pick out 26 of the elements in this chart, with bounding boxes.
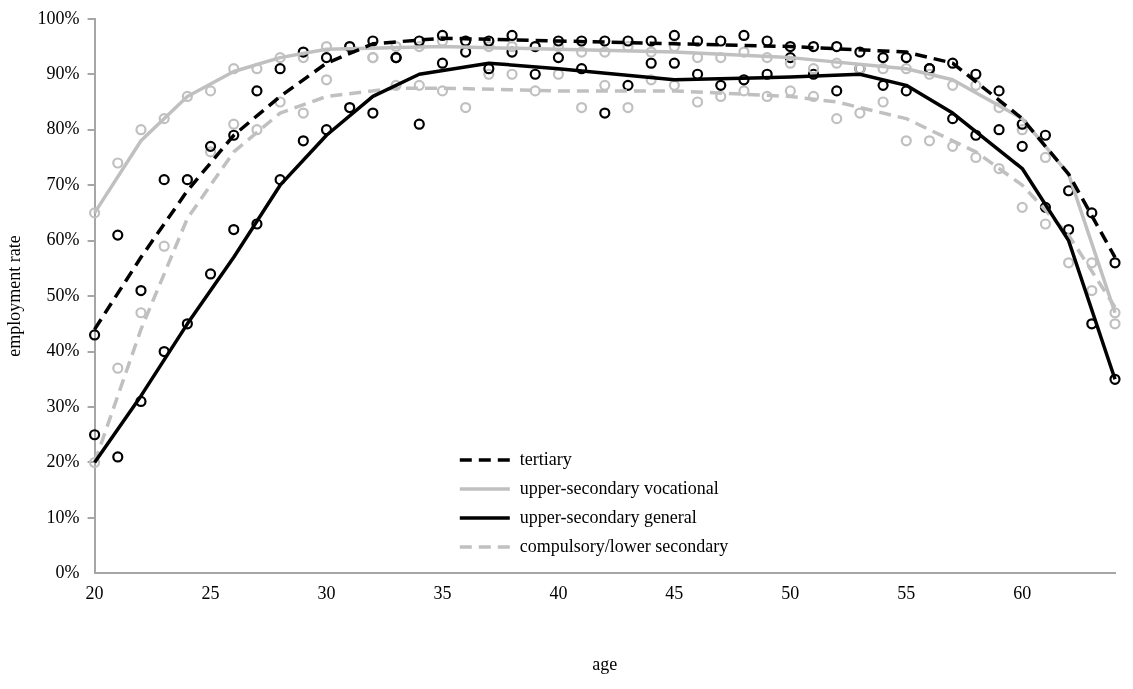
x-tick-label: 40	[549, 583, 568, 604]
y-axis-title: employment rate	[3, 235, 24, 357]
legend-label: compulsory/lower secondary	[519, 535, 729, 556]
legend-label: tertiary	[519, 448, 572, 469]
y-tick-label: 90%	[46, 62, 80, 83]
x-tick-label: 30	[317, 583, 336, 604]
x-tick-label: 25	[201, 583, 220, 604]
legend-label: upper-secondary general	[519, 506, 697, 527]
y-tick-label: 10%	[46, 506, 80, 527]
y-tick-label: 50%	[46, 284, 80, 305]
y-tick-label: 80%	[46, 118, 80, 139]
y-tick-label: 30%	[46, 395, 80, 416]
y-tick-label: 60%	[46, 229, 80, 250]
y-tick-label: 70%	[46, 173, 80, 194]
x-tick-label: 20	[85, 583, 104, 604]
x-axis-title: age	[592, 653, 618, 674]
y-tick-label: 100%	[37, 7, 80, 28]
y-tick-label: 40%	[46, 340, 80, 361]
x-tick-label: 45	[665, 583, 684, 604]
y-tick-label: 20%	[46, 451, 80, 472]
legend-label: upper-secondary vocational	[519, 477, 719, 498]
x-tick-label: 55	[897, 583, 916, 604]
x-tick-label: 50	[781, 583, 800, 604]
x-tick-label: 60	[1013, 583, 1032, 604]
y-tick-label: 0%	[55, 562, 80, 583]
x-tick-label: 35	[433, 583, 452, 604]
